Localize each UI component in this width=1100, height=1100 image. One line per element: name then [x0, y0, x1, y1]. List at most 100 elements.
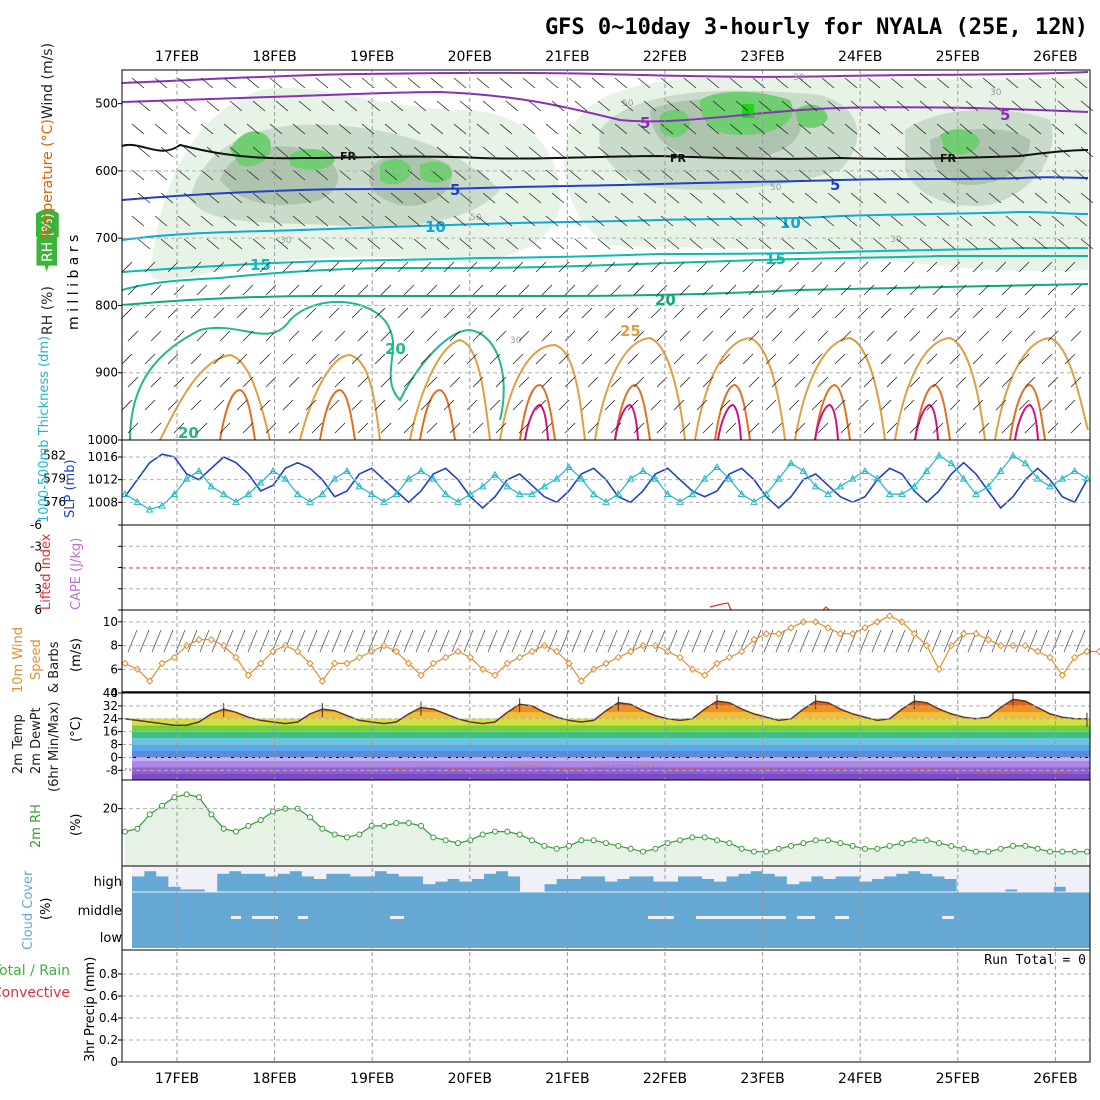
- wind-barb: [213, 353, 225, 365]
- wind-barb: [535, 399, 547, 411]
- wind-barb: [177, 215, 191, 227]
- isotherm-label: FR: [940, 152, 957, 165]
- wind-barb: [673, 399, 685, 411]
- dewpt2m-line: [124, 765, 1087, 775]
- wind-barb: [229, 100, 243, 112]
- wind10-point: [984, 635, 993, 644]
- wind-barb: [247, 629, 258, 653]
- thickness-point: [306, 497, 314, 505]
- rh-labels: 30 50 30 50 30 70 30 50 30: [280, 73, 1002, 346]
- wind-barb: [988, 238, 1002, 250]
- wind-barb: [420, 307, 432, 319]
- wind-barb: [139, 629, 150, 653]
- wind-barb: [895, 629, 906, 653]
- wind-barb: [1080, 100, 1094, 112]
- wind-barb: [269, 123, 283, 135]
- wind-barb: [449, 422, 461, 434]
- thickness-line: [124, 454, 1088, 511]
- wind-barb: [1024, 284, 1036, 296]
- y-tick-label: 500: [95, 97, 118, 111]
- wind-barb: [223, 123, 237, 135]
- wind-barb: [834, 353, 846, 365]
- wind-barb: [614, 169, 628, 181]
- wind-barb: [275, 100, 289, 112]
- cloud-high-gap: [180, 866, 193, 890]
- y-tick-label: -3: [30, 539, 42, 553]
- rh2m-point: [479, 831, 486, 838]
- y-tick-label: -8: [106, 763, 118, 777]
- wind-barb: [794, 330, 806, 342]
- wind-barb: [919, 146, 933, 158]
- thickness-point: [318, 490, 327, 498]
- wind-barb: [1011, 192, 1025, 204]
- rh-label-shaded: RH (%): [40, 286, 56, 335]
- wind-barb: [965, 238, 979, 250]
- cloud-high-gap: [883, 866, 897, 877]
- wind-barb: [154, 215, 168, 227]
- wind10-markers: [121, 612, 1100, 685]
- wind-barb: [775, 123, 789, 135]
- y-tick-label: 32: [103, 699, 118, 713]
- y-tick-label: 600: [95, 164, 118, 178]
- wind-barb: [167, 261, 179, 273]
- wind-barb: [742, 307, 754, 319]
- wind-barb: [472, 330, 484, 342]
- wind-barb: [597, 192, 611, 204]
- wind-barb: [794, 422, 806, 434]
- wind-barb: [1041, 261, 1053, 273]
- rh2m-point: [788, 842, 794, 849]
- wind-barb: [190, 261, 202, 273]
- wind-barb: [495, 376, 507, 388]
- wind-barb: [683, 77, 697, 89]
- wind-barb: [489, 353, 501, 365]
- wind10-point: [1083, 647, 1091, 656]
- wind-barb: [551, 192, 565, 204]
- wind-barb: [489, 307, 501, 319]
- wind-barb: [604, 307, 616, 319]
- wind-barb: [1064, 399, 1076, 411]
- wind-barb: [627, 261, 639, 273]
- wind-barb: [223, 77, 237, 89]
- temp-band: [132, 718, 1090, 726]
- wind-barb: [748, 330, 760, 342]
- wind-barb: [453, 123, 467, 135]
- wind-barb: [367, 192, 381, 204]
- wind-barb: [913, 77, 927, 89]
- wind-barb: [311, 284, 323, 296]
- wind10-point: [330, 659, 339, 668]
- thickness-point: [380, 497, 388, 505]
- wind-barb: [817, 330, 829, 342]
- wind-barb: [495, 330, 507, 342]
- wind-barb: [443, 353, 455, 365]
- wind-barb: [799, 629, 810, 653]
- wind-barb: [666, 146, 680, 158]
- wind-barb: [476, 169, 490, 181]
- wind10-point: [441, 653, 450, 662]
- cloud-high-gap: [253, 866, 266, 874]
- wind-barb: [919, 100, 933, 112]
- wind-barb: [643, 629, 654, 653]
- wind-barb: [1070, 284, 1082, 296]
- wind-barb: [1047, 376, 1059, 388]
- wind-barb: [397, 261, 409, 273]
- wind-barb: [1005, 215, 1019, 227]
- wind-barb: [758, 238, 772, 250]
- date-label-top: 22FEB: [643, 49, 687, 65]
- rh2m-point: [615, 842, 622, 849]
- cloud-high-gap: [544, 866, 557, 885]
- wind-barb: [909, 376, 921, 388]
- rh2m-point: [541, 842, 548, 849]
- wind-barb: [384, 77, 398, 89]
- wind-barb: [541, 330, 553, 342]
- temp-band: [132, 751, 1090, 758]
- wind-barb: [903, 261, 915, 273]
- wind-barb: [633, 284, 645, 296]
- wind-barb: [512, 261, 524, 273]
- wind-barb: [581, 399, 593, 411]
- y-tick-label: 576: [43, 495, 66, 509]
- wind-barb: [453, 169, 467, 181]
- wind-barb: [518, 284, 530, 296]
- rh2m-point: [948, 842, 955, 849]
- wind-barb: [518, 376, 530, 388]
- wind-barb: [1005, 123, 1019, 135]
